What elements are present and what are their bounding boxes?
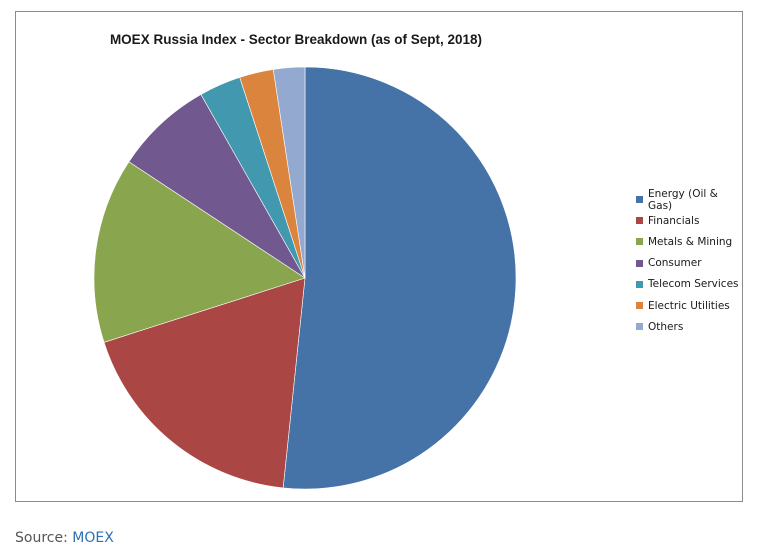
legend-item-electric-utilities: Electric Utilities	[636, 295, 742, 316]
legend-item-consumer: Consumer	[636, 253, 742, 274]
legend-swatch	[636, 238, 643, 246]
legend-label: Financials	[648, 214, 700, 227]
legend-swatch	[636, 302, 643, 310]
source-caption: Source: MOEX	[15, 530, 114, 546]
legend-swatch	[636, 259, 643, 267]
legend-label: Metals & Mining	[648, 235, 733, 248]
legend-item-financials: Financials	[636, 210, 742, 231]
chart-title: MOEX Russia Index - Sector Breakdown (as…	[109, 32, 483, 47]
legend-label: Electric Utilities	[648, 299, 730, 312]
legend-item-telecom-services: Telecom Services	[636, 274, 742, 295]
legend-item-others: Others	[636, 316, 742, 337]
chart-legend: Energy (Oil & Gas) Financials Metals & Min…	[636, 187, 742, 337]
legend-label: Others	[648, 320, 684, 333]
legend-label: Consumer	[648, 257, 702, 270]
source-label: Source:	[15, 530, 73, 546]
legend-label: Telecom Services	[648, 278, 739, 291]
pie-slice-financials	[103, 277, 306, 489]
legend-label: Energy (Oil & Gas)	[648, 187, 718, 212]
legend-swatch	[636, 196, 643, 204]
pie-slice-metals-mining	[93, 161, 306, 343]
legend-item-metals-mining: Metals & Mining	[636, 231, 742, 252]
legend-item-energy-oil-gas: Energy (Oil & Gas)	[636, 187, 742, 212]
pie-chart	[93, 66, 517, 490]
chart-frame: MOEX Russia Index - Sector Breakdown (as…	[15, 11, 743, 502]
legend-swatch	[636, 323, 643, 331]
pie-slice-others	[272, 66, 306, 279]
legend-swatch	[636, 280, 643, 288]
source-link[interactable]: MOEX	[72, 530, 114, 546]
legend-swatch	[636, 217, 643, 225]
pie-slice-consumer	[128, 94, 306, 279]
pie-slice-energy-oil-gas	[282, 66, 517, 490]
